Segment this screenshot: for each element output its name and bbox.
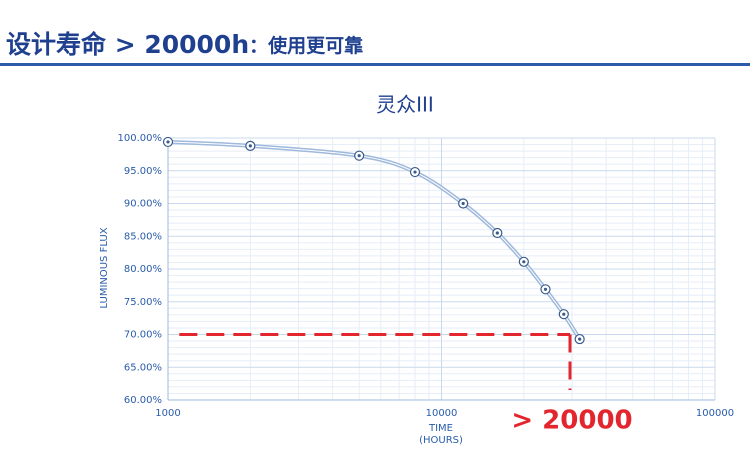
point-center: [522, 260, 526, 264]
x-axis-label: TIME: [428, 423, 453, 434]
chart-title: 灵众III: [376, 93, 434, 117]
y-axis-label: LUMINOUS FLUX: [99, 227, 110, 308]
x-tick-label: 10000: [426, 408, 458, 419]
line-highlight: [167, 141, 581, 340]
header-title: 设计寿命 > 20000h: [6, 30, 249, 59]
point-center: [166, 140, 170, 144]
header-rule: [0, 63, 750, 66]
point-center: [357, 154, 361, 158]
y-tick-label: 90.00%: [124, 199, 162, 210]
header: 设计寿命 > 20000h：使用更可靠: [6, 30, 363, 59]
y-tick-label: 75.00%: [124, 297, 162, 308]
y-tick-label: 60.00%: [124, 395, 162, 406]
point-center: [578, 337, 582, 341]
y-tick-label: 65.00%: [124, 362, 162, 373]
point-center: [461, 201, 465, 206]
point-center: [248, 144, 252, 148]
x-tick-label: 1000: [155, 408, 180, 419]
point-center: [543, 287, 548, 291]
point-center: [413, 170, 417, 174]
y-tick-label: 95.00%: [124, 166, 162, 177]
y-tick-label: 80.00%: [124, 264, 162, 275]
annotation: > 20000: [511, 406, 632, 436]
y-tick-label: 70.00%: [124, 330, 162, 341]
y-tick-label: 100.00%: [118, 133, 163, 144]
point-center: [495, 231, 499, 235]
x-axis-label: (HOURS): [419, 435, 463, 446]
header-subtitle: ：使用更可靠: [249, 35, 363, 57]
x-tick-label: 100000: [696, 408, 734, 419]
point-center: [562, 312, 566, 316]
line: [167, 139, 582, 341]
y-tick-label: 85.00%: [124, 231, 162, 242]
